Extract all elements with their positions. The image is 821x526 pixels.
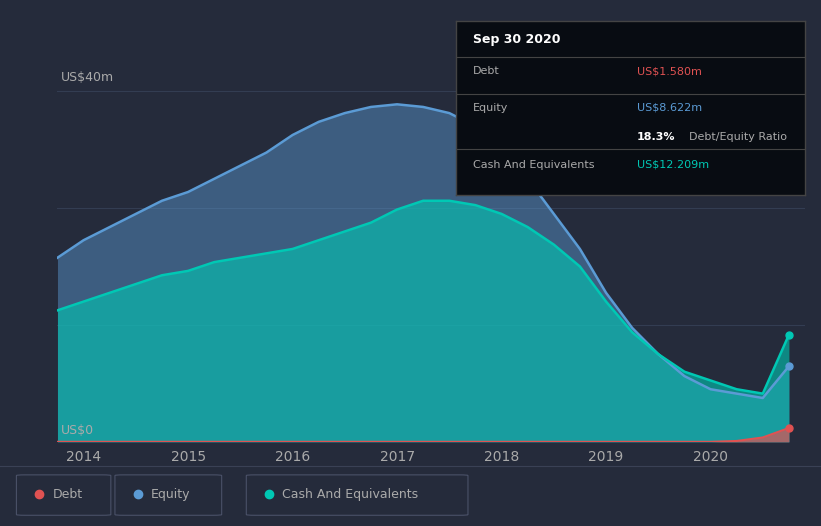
Text: Debt: Debt: [473, 66, 500, 76]
FancyBboxPatch shape: [246, 475, 468, 515]
Text: Cash And Equivalents: Cash And Equivalents: [473, 160, 594, 170]
Text: Equity: Equity: [151, 488, 190, 501]
Text: Sep 30 2020: Sep 30 2020: [473, 33, 561, 46]
Text: US$8.622m: US$8.622m: [637, 103, 702, 113]
FancyBboxPatch shape: [16, 475, 111, 515]
Text: Cash And Equivalents: Cash And Equivalents: [282, 488, 419, 501]
Text: US$0: US$0: [61, 424, 94, 438]
Text: Debt: Debt: [53, 488, 83, 501]
Text: US$1.580m: US$1.580m: [637, 66, 702, 76]
Text: US$12.209m: US$12.209m: [637, 160, 709, 170]
Text: US$40m: US$40m: [61, 71, 114, 84]
Text: 18.3%: 18.3%: [637, 132, 676, 142]
FancyBboxPatch shape: [115, 475, 222, 515]
Text: Debt/Equity Ratio: Debt/Equity Ratio: [690, 132, 787, 142]
Text: Equity: Equity: [473, 103, 508, 113]
